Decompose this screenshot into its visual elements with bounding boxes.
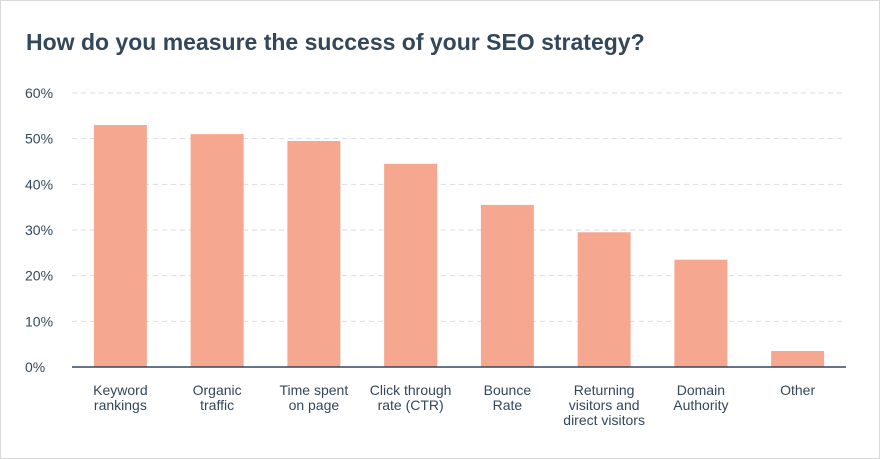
x-tick-label: Returning visitors and direct visitors bbox=[563, 382, 645, 428]
bar bbox=[190, 134, 244, 367]
bar bbox=[771, 351, 825, 367]
x-tick-label: Domain Authority bbox=[673, 382, 728, 413]
bar bbox=[480, 204, 534, 367]
y-tick-labels: 0% 10% 20% 30% 40% 50% 60% bbox=[25, 85, 53, 375]
y-tick-label: 10% bbox=[25, 313, 53, 329]
x-tick-label: Organic traffic bbox=[193, 382, 242, 413]
x-tick-labels: Keyword rankings Organic traffic Time spent o… bbox=[93, 382, 815, 428]
gridlines bbox=[72, 92, 846, 322]
bar bbox=[577, 232, 631, 367]
x-tick-label: Time spent on page bbox=[280, 382, 349, 413]
bar bbox=[384, 163, 438, 367]
x-tick-label: Bounce Rate bbox=[484, 382, 532, 413]
x-tick-label: Other bbox=[780, 382, 815, 398]
y-tick-label: 30% bbox=[25, 222, 53, 238]
bar bbox=[93, 124, 147, 367]
y-tick-label: 50% bbox=[25, 131, 53, 147]
bar bbox=[674, 259, 728, 367]
bars bbox=[93, 124, 825, 367]
x-tick-label: Keyword rankings bbox=[93, 382, 147, 413]
y-tick-label: 0% bbox=[25, 359, 45, 375]
y-tick-label: 60% bbox=[25, 85, 53, 101]
bar bbox=[287, 140, 341, 367]
x-tick-label: Click through rate (CTR) bbox=[370, 382, 452, 413]
y-tick-label: 20% bbox=[25, 268, 53, 284]
y-tick-label: 40% bbox=[25, 176, 53, 192]
chart-title: How do you measure the success of your S… bbox=[26, 29, 645, 55]
